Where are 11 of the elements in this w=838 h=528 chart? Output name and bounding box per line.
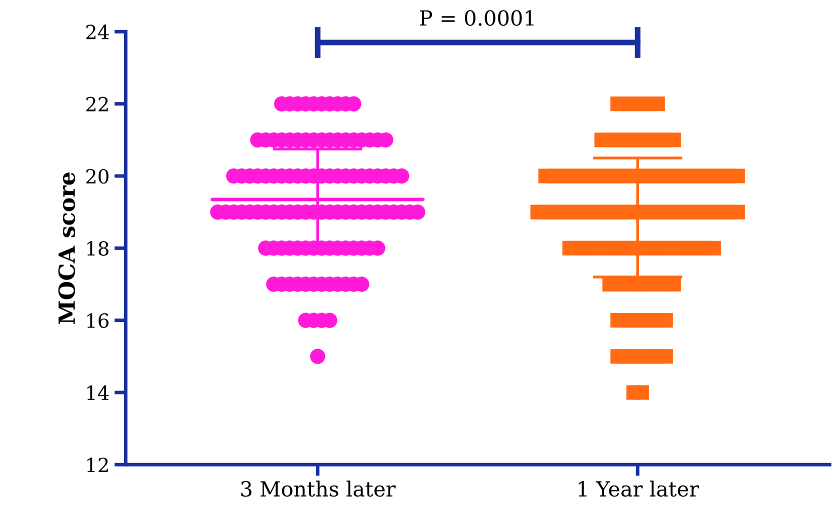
y-tick-label: 24	[86, 24, 109, 40]
x-tick-label: 3 Months later	[241, 480, 396, 497]
y-tick-label: 22	[86, 96, 108, 112]
text: P = 0.0001	[420, 10, 534, 26]
y-tick-label: 12	[87, 458, 108, 472]
y-axis-title: MOCA score	[58, 172, 76, 324]
y-tick-label: 16	[87, 313, 109, 328]
y-tick-label: 14	[87, 385, 109, 400]
x-tick-label: 1 Year later	[578, 480, 700, 497]
y-tick-label: 20	[86, 168, 108, 184]
y-tick-label: 18	[87, 241, 108, 256]
